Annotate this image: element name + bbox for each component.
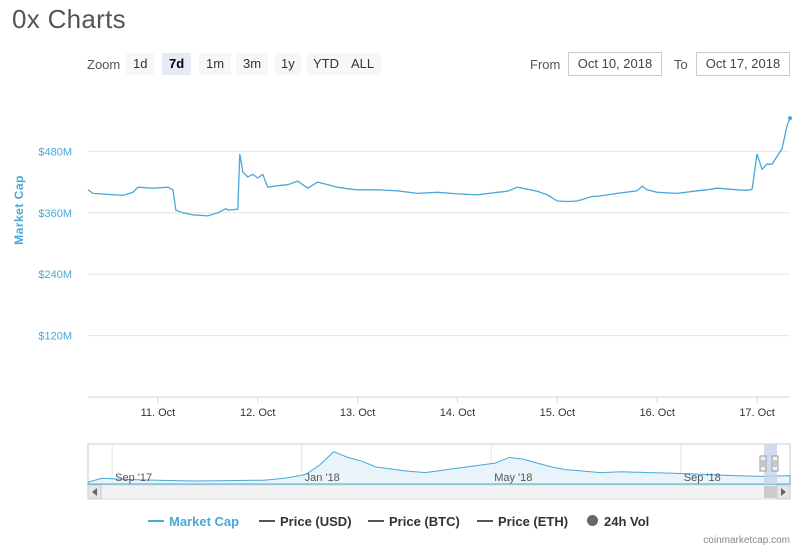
- legend-dot-icon: [587, 515, 598, 527]
- market-cap-end-point: [788, 116, 792, 121]
- x-tick-label: 13. Oct: [340, 407, 375, 419]
- to-date-input[interactable]: Oct 17, 2018: [696, 52, 790, 76]
- from-label: From: [530, 57, 561, 72]
- y-tick-label: $120M: [38, 331, 72, 343]
- scroll-left-arrow-icon: [92, 488, 97, 496]
- x-tick-label: 14. Oct: [440, 407, 475, 419]
- legend-item-24h-vol[interactable]: 24h Vol: [587, 514, 649, 529]
- chart-legend: Market Cap Price (USD) Price (BTC) Price…: [0, 514, 800, 532]
- legend-line-icon: [148, 519, 164, 522]
- from-date-input[interactable]: Oct 10, 2018: [568, 52, 662, 76]
- zoom-1y-button[interactable]: 1y: [274, 53, 302, 75]
- y-tick-label: $240M: [38, 269, 72, 281]
- navigator-tick-label: Sep '17: [115, 472, 152, 484]
- legend-item-price-usd[interactable]: Price (USD): [259, 514, 352, 529]
- navigator-scrollbar-track[interactable]: [87, 484, 791, 500]
- navigator-ticks: Sep '17 Jan '18 May '18 Sep '18: [115, 472, 721, 484]
- navigator-selected-range[interactable]: [764, 444, 777, 484]
- navigator-tick-label: May '18: [494, 472, 532, 484]
- page-title: 0x Charts: [12, 4, 126, 34]
- legend-line-icon: [368, 519, 384, 522]
- zoom-label: Zoom: [87, 57, 121, 72]
- zoom-1m-button[interactable]: 1m: [199, 53, 232, 75]
- legend-item-price-btc[interactable]: Price (BTC): [368, 514, 460, 529]
- credits-link[interactable]: coinmarketcap.com: [703, 535, 790, 546]
- navigator-tick-label: Sep '18: [684, 472, 721, 484]
- navigator-scrollbar-thumb[interactable]: [764, 486, 777, 498]
- zoom-7d-button[interactable]: 7d: [162, 53, 192, 75]
- legend-item-market-cap[interactable]: Market Cap: [148, 514, 239, 529]
- x-tick-label: 15. Oct: [540, 407, 575, 419]
- navigator-tick-label: Jan '18: [305, 472, 340, 484]
- navigator-series-area: [87, 451, 791, 485]
- x-tick-label: 17. Oct: [739, 407, 774, 419]
- y-axis-ticks: $120M $240M $360M $480M: [38, 146, 72, 342]
- zoom-3m-button[interactable]: 3m: [236, 53, 269, 75]
- y-tick-label: $480M: [38, 146, 72, 158]
- zoom-1d-button[interactable]: 1d: [126, 53, 155, 75]
- to-label: To: [674, 57, 688, 72]
- x-tick-label: 11. Oct: [141, 407, 176, 419]
- navigator-right-handle[interactable]: [771, 455, 779, 472]
- zoom-ytd-button[interactable]: YTD: [306, 53, 346, 75]
- navigator-left-handle[interactable]: [759, 455, 767, 472]
- zoom-all-button[interactable]: ALL: [344, 53, 382, 75]
- x-tick-label: 16. Oct: [639, 407, 674, 419]
- grid-layer: [88, 150, 790, 398]
- legend-line-icon: [477, 519, 493, 522]
- legend-item-price-eth[interactable]: Price (ETH): [477, 514, 568, 529]
- scroll-right-arrow-icon: [781, 488, 786, 496]
- x-axis-ticks: 11. Oct 12. Oct 13. Oct 14. Oct 15. Oct 16. O…: [141, 397, 775, 419]
- legend-line-icon: [259, 519, 275, 522]
- market-cap-line: [87, 117, 791, 217]
- y-tick-label: $360M: [38, 208, 72, 220]
- x-tick-label: 12. Oct: [240, 407, 275, 419]
- y-axis-label: Market Cap: [12, 175, 26, 245]
